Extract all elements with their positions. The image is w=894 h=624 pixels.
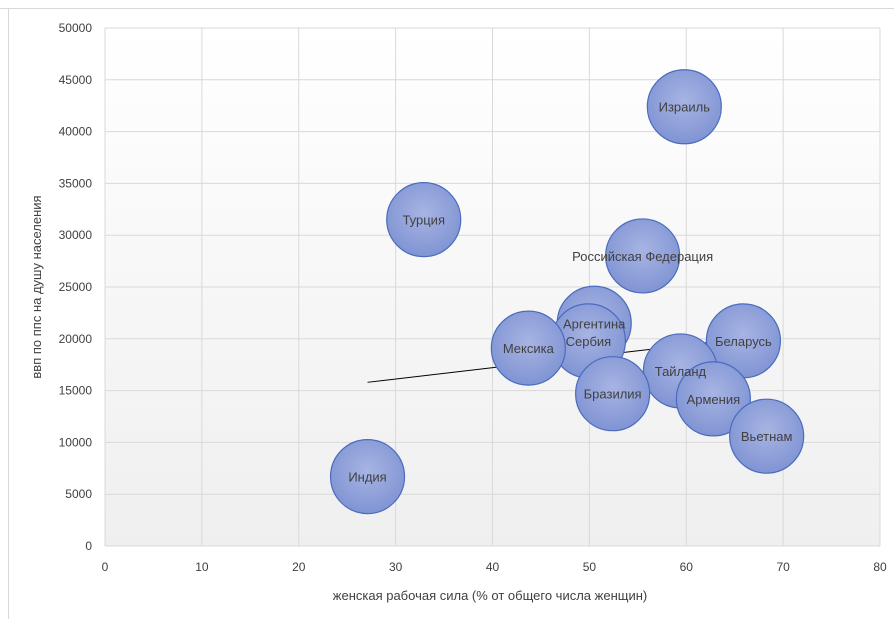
x-tick-label: 20 xyxy=(292,560,306,574)
x-tick-label: 30 xyxy=(389,560,403,574)
x-tick-label: 60 xyxy=(680,560,694,574)
bubble-point xyxy=(646,69,722,145)
data-label: Сербия xyxy=(566,334,612,349)
y-tick-label: 25000 xyxy=(59,280,93,294)
x-tick-label: 40 xyxy=(486,560,500,574)
bubble-point xyxy=(605,218,681,294)
data-label: Турция xyxy=(402,213,445,228)
data-label: Вьетнам xyxy=(741,429,793,444)
bubble-marker xyxy=(329,438,406,515)
y-tick-label: 40000 xyxy=(59,125,93,139)
data-label: Израиль xyxy=(659,100,711,115)
data-label: Мексика xyxy=(503,341,555,356)
x-tick-label: 70 xyxy=(776,560,790,574)
y-tick-label: 30000 xyxy=(59,228,93,242)
data-label: Армения xyxy=(687,392,741,407)
y-tick-label: 15000 xyxy=(59,384,93,398)
y-tick-label: 10000 xyxy=(59,435,93,449)
bubble-marker xyxy=(575,356,651,432)
bubble-marker xyxy=(675,361,751,437)
y-tick-label: 20000 xyxy=(59,332,93,346)
bubble-point xyxy=(729,398,805,474)
bubble-point xyxy=(386,182,462,258)
x-tick-label: 0 xyxy=(102,560,109,574)
y-tick-label: 5000 xyxy=(65,487,92,501)
data-label: Бразилия xyxy=(584,387,642,402)
bubble-marker xyxy=(646,69,722,145)
data-label: Тайланд xyxy=(655,364,707,379)
x-tick-label: 50 xyxy=(583,560,597,574)
data-label: Беларусь xyxy=(715,334,772,349)
bubble-point xyxy=(490,310,566,386)
bubble-point xyxy=(329,438,406,515)
chart-frame-top xyxy=(0,8,894,9)
bubble-point xyxy=(575,356,651,432)
x-tick-label: 80 xyxy=(873,560,887,574)
y-tick-label: 45000 xyxy=(59,73,93,87)
y-tick-labels: 0 5000 10000 15000 20000 25000 30000 35000 40000… xyxy=(59,21,93,553)
chart-frame-left xyxy=(8,8,9,619)
bubbles-group: Израиль Турция Российская Федерация Аргенти… xyxy=(329,69,805,515)
x-tick-label: 10 xyxy=(195,560,209,574)
y-tick-label: 50000 xyxy=(59,21,93,35)
y-axis-label: ввп по ппс на душу населения xyxy=(29,195,44,378)
y-tick-label: 0 xyxy=(85,539,92,553)
data-label: Российская Федерация xyxy=(572,249,713,264)
data-label: Аргентина xyxy=(563,316,626,331)
bubble-marker xyxy=(490,310,566,386)
bubble-marker xyxy=(386,182,462,258)
bubble-marker xyxy=(729,398,805,474)
data-label: Индия xyxy=(348,470,386,485)
x-tick-labels: 0 10 20 30 40 50 60 70 80 xyxy=(102,560,887,574)
y-tick-label: 35000 xyxy=(59,176,93,190)
bubble-marker xyxy=(605,218,681,294)
bubble-point xyxy=(675,361,751,437)
x-axis-label: женская рабочая сила (% от общего числа … xyxy=(333,588,647,603)
